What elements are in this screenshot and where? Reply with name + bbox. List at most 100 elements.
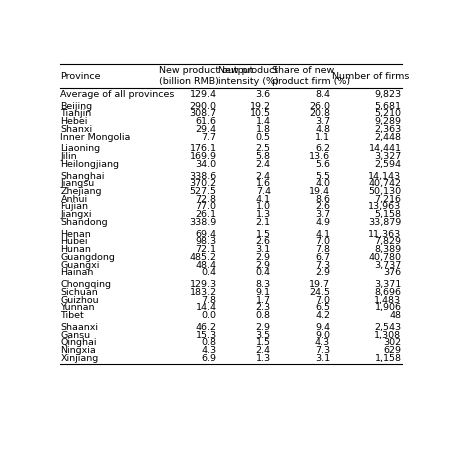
Text: 2.3: 2.3 bbox=[256, 303, 271, 312]
Text: 9.0: 9.0 bbox=[315, 330, 330, 340]
Text: 5.5: 5.5 bbox=[315, 171, 330, 181]
Text: 3,737: 3,737 bbox=[374, 260, 401, 270]
Text: Tibet: Tibet bbox=[60, 311, 84, 320]
Text: 2.4: 2.4 bbox=[256, 346, 271, 355]
Text: 13.6: 13.6 bbox=[309, 152, 330, 161]
Text: 1.8: 1.8 bbox=[256, 125, 271, 134]
Text: Zhejiang: Zhejiang bbox=[60, 187, 102, 196]
Text: 2.1: 2.1 bbox=[256, 218, 271, 227]
Text: 2,594: 2,594 bbox=[374, 160, 401, 169]
Text: 1.7: 1.7 bbox=[256, 295, 271, 305]
Text: 169.9: 169.9 bbox=[190, 152, 217, 161]
Text: 7.4: 7.4 bbox=[256, 187, 271, 196]
Text: 1.5: 1.5 bbox=[256, 230, 271, 239]
Text: 2.6: 2.6 bbox=[315, 203, 330, 212]
Text: Fujian: Fujian bbox=[60, 203, 89, 212]
Text: 5,158: 5,158 bbox=[374, 210, 401, 219]
Text: Xinjiang: Xinjiang bbox=[60, 354, 99, 363]
Text: 14,441: 14,441 bbox=[369, 144, 401, 153]
Text: 1.5: 1.5 bbox=[256, 338, 271, 347]
Text: Hunan: Hunan bbox=[60, 245, 91, 254]
Text: 7.8: 7.8 bbox=[315, 245, 330, 254]
Text: 7.8: 7.8 bbox=[202, 295, 217, 305]
Text: Guangdong: Guangdong bbox=[60, 253, 115, 262]
Text: 5.6: 5.6 bbox=[315, 160, 330, 169]
Text: New product output
(billion RMB): New product output (billion RMB) bbox=[159, 66, 253, 86]
Text: 0.4: 0.4 bbox=[256, 268, 271, 277]
Text: 370.2: 370.2 bbox=[189, 179, 217, 188]
Text: 24.5: 24.5 bbox=[309, 288, 330, 297]
Text: 5,681: 5,681 bbox=[374, 102, 401, 110]
Text: 183.2: 183.2 bbox=[189, 288, 217, 297]
Text: 6.9: 6.9 bbox=[202, 354, 217, 363]
Text: 1.6: 1.6 bbox=[256, 179, 271, 188]
Text: 485.2: 485.2 bbox=[190, 253, 217, 262]
Text: 1,483: 1,483 bbox=[374, 295, 401, 305]
Text: 46.2: 46.2 bbox=[196, 323, 217, 332]
Text: 1,158: 1,158 bbox=[374, 354, 401, 363]
Text: Anhui: Anhui bbox=[60, 195, 88, 204]
Text: 0.8: 0.8 bbox=[256, 311, 271, 320]
Text: 2.9: 2.9 bbox=[315, 268, 330, 277]
Text: 4.2: 4.2 bbox=[315, 311, 330, 320]
Text: 5.8: 5.8 bbox=[256, 152, 271, 161]
Text: 338.9: 338.9 bbox=[189, 218, 217, 227]
Text: 3.6: 3.6 bbox=[256, 90, 271, 99]
Text: 129.4: 129.4 bbox=[190, 90, 217, 99]
Text: 9.4: 9.4 bbox=[315, 323, 330, 332]
Text: 4.1: 4.1 bbox=[256, 195, 271, 204]
Text: 7,216: 7,216 bbox=[374, 195, 401, 204]
Text: Yunnan: Yunnan bbox=[60, 303, 95, 312]
Text: 4.3: 4.3 bbox=[202, 346, 217, 355]
Text: 8.6: 8.6 bbox=[315, 195, 330, 204]
Text: 629: 629 bbox=[383, 346, 401, 355]
Text: Shanghai: Shanghai bbox=[60, 171, 105, 181]
Text: Hebei: Hebei bbox=[60, 117, 88, 126]
Text: Henan: Henan bbox=[60, 230, 91, 239]
Text: 15.3: 15.3 bbox=[196, 330, 217, 340]
Text: 5,210: 5,210 bbox=[374, 110, 401, 118]
Text: 3,371: 3,371 bbox=[374, 280, 401, 289]
Text: 2.6: 2.6 bbox=[256, 238, 271, 247]
Text: 527.5: 527.5 bbox=[190, 187, 217, 196]
Text: 72.8: 72.8 bbox=[196, 195, 217, 204]
Text: 19.4: 19.4 bbox=[309, 187, 330, 196]
Text: 9,289: 9,289 bbox=[374, 117, 401, 126]
Text: Heilongjiang: Heilongjiang bbox=[60, 160, 119, 169]
Text: 4.8: 4.8 bbox=[315, 125, 330, 134]
Text: 1.1: 1.1 bbox=[315, 132, 330, 142]
Text: 3,327: 3,327 bbox=[374, 152, 401, 161]
Text: 376: 376 bbox=[383, 268, 401, 277]
Text: 2,448: 2,448 bbox=[374, 132, 401, 142]
Text: 3.1: 3.1 bbox=[256, 245, 271, 254]
Text: 9,823: 9,823 bbox=[374, 90, 401, 99]
Text: 4.3: 4.3 bbox=[315, 338, 330, 347]
Text: 48: 48 bbox=[390, 311, 401, 320]
Text: 8.3: 8.3 bbox=[256, 280, 271, 289]
Text: 8,696: 8,696 bbox=[374, 288, 401, 297]
Text: 7.3: 7.3 bbox=[315, 260, 330, 270]
Text: 2.9: 2.9 bbox=[256, 323, 271, 332]
Text: 3.7: 3.7 bbox=[315, 117, 330, 126]
Text: 40,742: 40,742 bbox=[369, 179, 401, 188]
Text: 6.5: 6.5 bbox=[315, 303, 330, 312]
Text: 6.7: 6.7 bbox=[315, 253, 330, 262]
Text: Guangxi: Guangxi bbox=[60, 260, 100, 270]
Text: Guizhou: Guizhou bbox=[60, 295, 99, 305]
Text: Chongqing: Chongqing bbox=[60, 280, 112, 289]
Text: 7.0: 7.0 bbox=[315, 238, 330, 247]
Text: Shaanxi: Shaanxi bbox=[60, 323, 99, 332]
Text: Share of new
product firm (%): Share of new product firm (%) bbox=[273, 66, 351, 86]
Text: 1.4: 1.4 bbox=[256, 117, 271, 126]
Text: 7,829: 7,829 bbox=[374, 238, 401, 247]
Text: 0.5: 0.5 bbox=[256, 132, 271, 142]
Text: 2.4: 2.4 bbox=[256, 160, 271, 169]
Text: 20.8: 20.8 bbox=[309, 110, 330, 118]
Text: 33,879: 33,879 bbox=[368, 218, 401, 227]
Text: 4.9: 4.9 bbox=[315, 218, 330, 227]
Text: 26.1: 26.1 bbox=[196, 210, 217, 219]
Text: Beijing: Beijing bbox=[60, 102, 93, 110]
Text: Jiangsu: Jiangsu bbox=[60, 179, 94, 188]
Text: Qinghai: Qinghai bbox=[60, 338, 97, 347]
Text: 11,363: 11,363 bbox=[368, 230, 401, 239]
